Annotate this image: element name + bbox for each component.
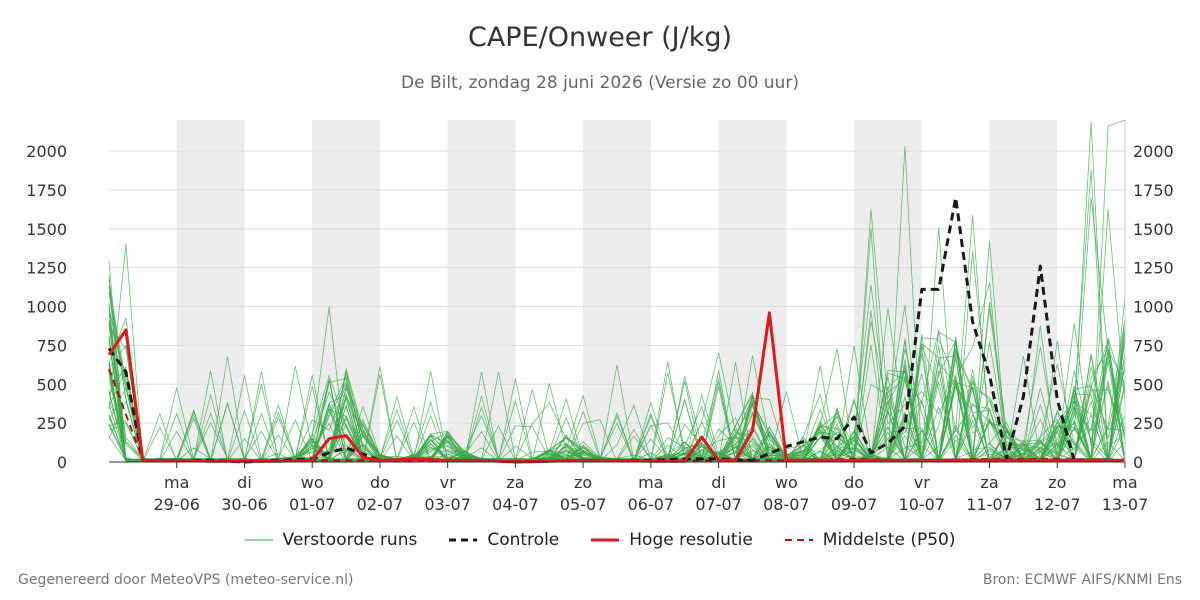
x-tick-day-label: di	[237, 473, 252, 492]
x-tick-date-label: 13-07	[1102, 495, 1149, 514]
y-tick-label-left: 1500	[26, 220, 67, 239]
footer-source: Bron: ECMWF AIFS/KNMI Ens	[982, 572, 1182, 588]
legend-item-perturbed: Verstoorde runs	[244, 530, 418, 550]
x-tick-date-label: 10-07	[899, 495, 946, 514]
y-tick-label-right: 1500	[1133, 220, 1174, 239]
x-tick-date-label: 07-07	[695, 495, 742, 514]
x-tick-date-label: 03-07	[424, 495, 471, 514]
y-tick-label-right: 0	[1133, 453, 1143, 472]
perturbed-run-line	[108, 341, 1126, 463]
x-tick-date-label: 08-07	[763, 495, 810, 514]
x-tick-day-label: zo	[574, 473, 592, 492]
y-tick-label-right: 1250	[1133, 259, 1174, 278]
x-tick-day-label: ma	[638, 473, 663, 492]
chart-subtitle: De Bilt, zondag 28 juni 2026 (Versie zo …	[401, 73, 799, 93]
y-tick-label-right: 500	[1133, 375, 1164, 394]
y-tick-label-left: 1000	[26, 298, 67, 317]
x-tick-day-label: za	[506, 473, 524, 492]
legend-label-high-res: Hoge resolutie	[629, 530, 753, 550]
axes: 0 0 250 250 500 500 750 750 1000 1000 1250 1250 1500…	[26, 120, 1174, 514]
x-tick-date-label: 01-07	[289, 495, 336, 514]
chart-title: CAPE/Onweer (J/kg)	[467, 22, 732, 53]
legend-item-high-res: Hoge resolutie	[591, 530, 753, 550]
x-tick-day-label: za	[980, 473, 998, 492]
y-tick-label-right: 2000	[1133, 142, 1174, 161]
y-tick-label-right: 1000	[1133, 298, 1174, 317]
chart-svg: 0 0 250 250 500 500 750 750 1000 1000 1250 1250 1500…	[26, 119, 1174, 514]
y-tick-label-left: 2000	[26, 142, 67, 161]
x-tick-date-label: 04-07	[492, 495, 539, 514]
legend-item-control: Controle	[449, 530, 559, 550]
x-tick-day-label: wo	[301, 473, 324, 492]
y-tick-label-left: 1750	[26, 181, 67, 200]
y-tick-label-left: 500	[36, 375, 67, 394]
y-tick-label-left: 1250	[26, 259, 67, 278]
x-tick-date-label: 05-07	[560, 495, 607, 514]
legend-label-perturbed: Verstoorde runs	[282, 530, 418, 550]
weekend-band	[718, 120, 787, 462]
legend-swatch-median	[784, 539, 813, 541]
y-tick-label-right: 750	[1133, 336, 1164, 355]
legend-item-median: Middelste (P50)	[784, 530, 956, 550]
weekend-band	[447, 120, 516, 462]
y-tick-label-left: 750	[36, 336, 67, 355]
x-tick-day-label: ma	[164, 473, 189, 492]
x-tick-date-label: 11-07	[966, 495, 1013, 514]
x-tick-date-label: 02-07	[357, 495, 404, 514]
x-tick-date-label: 12-07	[1034, 495, 1081, 514]
x-tick-day-label: wo	[775, 473, 798, 492]
legend: Verstoorde runs Controle Hoge resolutie …	[0, 530, 1200, 550]
y-tick-label-right: 250	[1133, 414, 1164, 433]
x-tick-day-label: vr	[440, 473, 456, 492]
x-tick-day-label: di	[711, 473, 726, 492]
y-tick-label-right: 1750	[1133, 181, 1174, 200]
legend-swatch-perturbed	[244, 539, 273, 541]
y-tick-label-left: 250	[36, 414, 67, 433]
x-tick-date-label: 06-07	[628, 495, 675, 514]
legend-label-median: Middelste (P50)	[822, 530, 956, 550]
x-tick-date-label: 30-06	[221, 495, 268, 514]
weekend-band	[583, 120, 651, 462]
x-tick-day-label: do	[370, 473, 390, 492]
x-tick-date-label: 09-07	[831, 495, 878, 514]
legend-swatch-high-res	[591, 538, 620, 542]
x-tick-date-label: 29-06	[153, 495, 200, 514]
x-tick-day-label: do	[844, 473, 864, 492]
x-tick-day-label: zo	[1048, 473, 1066, 492]
y-tick-label-left: 0	[57, 453, 67, 472]
weekend-band	[176, 120, 245, 462]
x-tick-day-label: vr	[914, 473, 930, 492]
x-tick-day-label: ma	[1112, 473, 1137, 492]
footer-generator: Gegenereerd door MeteoVPS (meteo-service…	[18, 572, 354, 588]
legend-label-control: Controle	[487, 530, 560, 550]
legend-swatch-control	[449, 538, 478, 542]
